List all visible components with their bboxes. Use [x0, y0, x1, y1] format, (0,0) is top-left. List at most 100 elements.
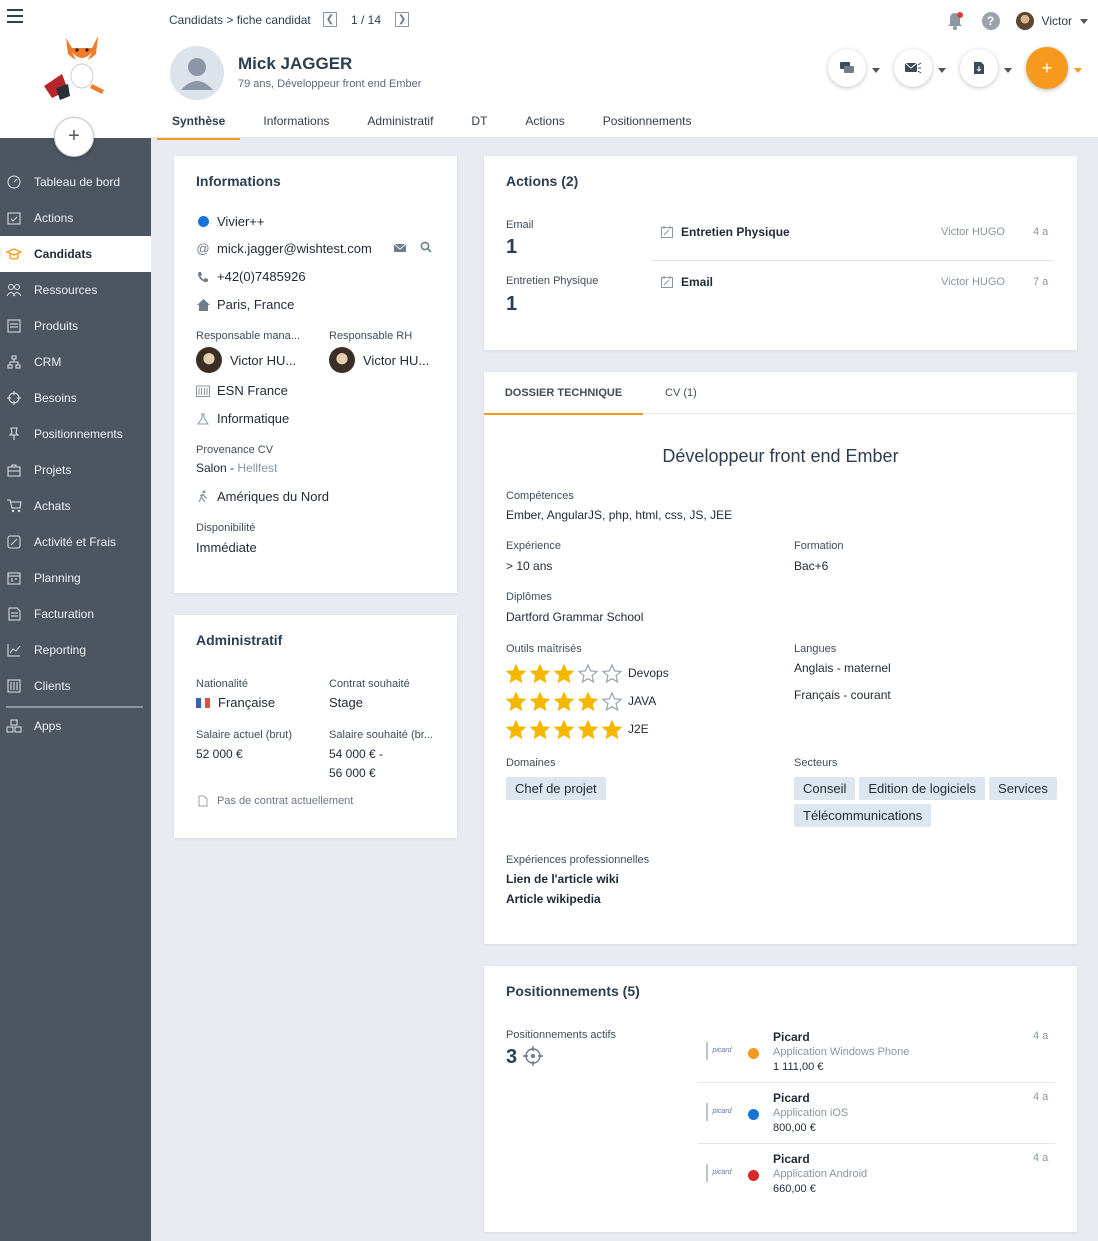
pro-experience-link[interactable]: Lien de l'article wiki [506, 872, 619, 886]
sidebar-item-positionnements[interactable]: Positionnements [0, 416, 151, 452]
sidebar-item-tableau-de-bord[interactable]: Tableau de bord [0, 164, 151, 200]
contract-value: Stage [329, 695, 363, 710]
sidebar-item-projets[interactable]: Projets [0, 452, 151, 488]
chat-icon[interactable] [828, 49, 866, 87]
sidebar-item-facturation[interactable]: Facturation [0, 596, 151, 632]
skills-label: Compétences [506, 490, 574, 502]
tab-dt[interactable]: DT [471, 114, 488, 128]
resp-manager-name: Victor HU... [230, 352, 297, 368]
pro-experience-link[interactable]: Article wikipedia [506, 892, 601, 906]
user-menu-chevron-icon[interactable] [1080, 18, 1088, 24]
sector-tags: Conseil Edition de logiciels Services Téléc… [794, 777, 1064, 831]
action-stat-label: Entretien Physique [506, 275, 599, 287]
sidebar-item-apps[interactable]: Apps [0, 708, 151, 744]
add-action-button[interactable]: + [1026, 47, 1068, 89]
sidebar-divider [6, 706, 143, 708]
language-item: Français - courant [794, 688, 891, 702]
pin-icon [6, 427, 22, 441]
provenance-dash: - [226, 461, 238, 475]
sidebar-item-crm[interactable]: CRM [0, 344, 151, 380]
wish-salary-label: Salaire souhaité (br... [329, 729, 433, 741]
sidebar-item-produits[interactable]: Produits [0, 308, 151, 344]
tab-actions[interactable]: Actions [525, 114, 565, 128]
home-icon [196, 298, 210, 312]
menu-icon[interactable] [7, 9, 23, 23]
action-stat-count: 1 [506, 293, 518, 315]
help-icon[interactable]: ? [981, 12, 1000, 30]
candidate-tabs: Synthèse Informations Administratif DT A… [157, 104, 715, 140]
crosshair-icon[interactable] [523, 1046, 544, 1069]
chat-dropdown-chevron-icon[interactable] [872, 61, 880, 76]
sidebar-item-achats[interactable]: Achats [0, 488, 151, 524]
tab-dossier-technique[interactable]: DOSSIER TECHNIQUE [484, 372, 643, 415]
dt-headline: Développeur front end Ember [662, 446, 899, 466]
sidebar-item-clients[interactable]: Clients [0, 668, 151, 704]
tab-positionnements[interactable]: Positionnements [602, 114, 692, 128]
add-dropdown-chevron-icon[interactable] [1074, 61, 1082, 76]
sidebar-item-reporting[interactable]: Reporting [0, 632, 151, 668]
position-item[interactable]: picard Picard Application Android 660,00 € 4… [698, 1150, 1055, 1210]
sidebar-item-besoins[interactable]: Besoins [0, 380, 151, 416]
user-avatar[interactable] [1015, 12, 1034, 30]
notifications-bell-icon[interactable] [944, 10, 966, 32]
prev-record-button[interactable]: ❮ [323, 12, 337, 27]
action-name: Entretien Physique [681, 225, 790, 239]
action-author: Victor HUGO [941, 226, 1005, 238]
page-header: Candidats > fiche candidat ❮ 1 / 14 ❯ ? … [151, 0, 1098, 140]
sidebar-item-actions[interactable]: Actions [0, 200, 151, 236]
experience-value: > 10 ans [506, 559, 553, 573]
tool-rating-row: Devops [506, 659, 669, 687]
sidebar-item-activit-et-frais[interactable]: Activité et Frais [0, 524, 151, 560]
candidate-avatar[interactable] [170, 46, 224, 100]
actions-card: Actions (2) Email 1 Entretien Physique 1… [484, 156, 1077, 350]
calendar-check-icon [6, 211, 22, 225]
graduation-cap-icon [6, 247, 22, 261]
position-item[interactable]: picard Picard Application iOS 800,00 € 4 a [698, 1089, 1055, 1149]
tab-administratif[interactable]: Administratif [367, 114, 434, 128]
mail-icon[interactable] [393, 241, 407, 256]
email-value[interactable]: mick.jagger@wishtest.com [217, 241, 372, 256]
sidebar-item-planning[interactable]: Planning [0, 560, 151, 596]
position-item[interactable]: picard Picard Application Windows Phone 1 1… [698, 1028, 1055, 1088]
next-record-button[interactable]: ❯ [395, 12, 410, 27]
breadcrumb[interactable]: Candidats > fiche candidat [169, 13, 311, 27]
agency-name: Vivier++ [217, 214, 265, 229]
document-download-icon[interactable] [960, 49, 998, 87]
active-positions-label: Positionnements actifs [506, 1029, 617, 1041]
star-icon [554, 691, 574, 711]
sidebar-item-label: Activité et Frais [34, 535, 117, 549]
sidebar-item-ressources[interactable]: Ressources [0, 272, 151, 308]
search-icon[interactable] [420, 241, 432, 256]
position-company: Picard [773, 1091, 810, 1105]
agency-color-dot [197, 216, 209, 227]
nationality-label: Nationalité [196, 678, 248, 690]
informations-card: Informations Vivier++ @ mick.jagger@wish… [174, 156, 457, 593]
tab-informations[interactable]: Informations [263, 114, 330, 128]
sidebar-item-label: Produits [34, 319, 79, 333]
provenance-label: Provenance CV [196, 444, 274, 456]
resp-rh[interactable]: Victor HU... [329, 347, 429, 373]
sitemap-icon [6, 355, 22, 369]
action-stat-count: 1 [506, 236, 518, 258]
phone-value[interactable]: +42(0)7485926 [217, 269, 306, 284]
document-icon [196, 794, 210, 808]
rating-stars [506, 719, 626, 739]
star-icon [530, 663, 550, 683]
tab-cv[interactable]: CV (1) [665, 387, 697, 399]
star-icon [530, 719, 550, 739]
sidebar-item-candidats[interactable]: Candidats [0, 236, 151, 272]
tool-rating-row: J2E [506, 715, 669, 743]
action-item[interactable]: Email Victor HUGO 7 a [660, 275, 1054, 289]
user-name[interactable]: Victor [1041, 14, 1072, 28]
briefcase-icon [6, 463, 22, 477]
document-dropdown-chevron-icon[interactable] [1004, 61, 1012, 76]
tools-list: Devops JAVA J2E [506, 659, 669, 743]
action-item[interactable]: Entretien Physique Victor HUGO 4 a [660, 225, 1054, 239]
quick-add-button[interactable]: + [54, 117, 94, 157]
resp-manager[interactable]: Victor HU... [196, 347, 296, 373]
email-send-icon[interactable] [894, 49, 932, 87]
email-dropdown-chevron-icon[interactable] [938, 61, 946, 76]
tab-synthese[interactable]: Synthèse [157, 104, 241, 140]
resp-rh-name: Victor HU... [363, 352, 430, 368]
sidebar: + Tableau de bord Actions Candidats Ressour… [0, 0, 151, 1241]
